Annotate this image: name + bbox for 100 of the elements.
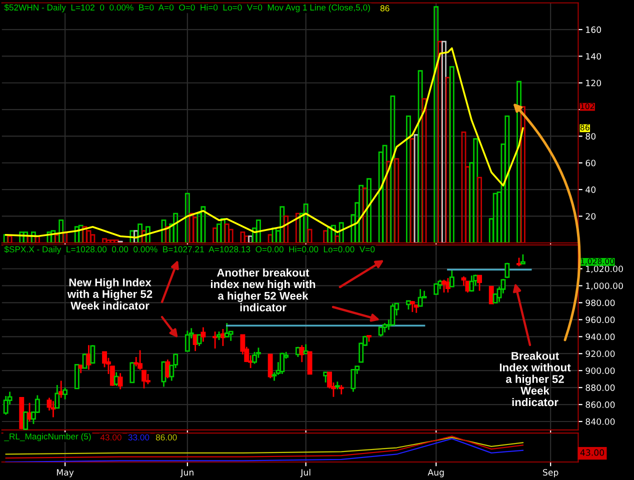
y-tick-label: 80 <box>586 133 596 140</box>
candlestick <box>90 344 96 364</box>
bar <box>212 228 218 243</box>
bar <box>106 240 111 243</box>
candlestick <box>434 282 439 295</box>
candlestick <box>130 361 135 384</box>
bar <box>492 192 498 243</box>
bar <box>307 228 312 243</box>
bar <box>224 224 230 243</box>
candlestick <box>338 384 344 396</box>
bar <box>145 226 150 243</box>
bar <box>256 220 261 243</box>
bar <box>406 116 411 243</box>
candlestick <box>118 372 123 390</box>
bar <box>382 144 388 243</box>
bar <box>303 204 308 243</box>
line-series <box>4 47 524 238</box>
y-tick-label: 1,020.00 <box>586 266 623 274</box>
bar <box>3 234 8 243</box>
bar <box>74 226 80 243</box>
bar <box>138 224 143 243</box>
bar <box>338 222 344 243</box>
bar <box>244 236 250 243</box>
x-tick-label: Jul <box>300 468 310 478</box>
bar <box>334 236 340 243</box>
bar <box>240 232 246 243</box>
annotation: Breakout Index without a higher 52 Week indicator <box>500 352 571 406</box>
bar <box>268 234 273 243</box>
bar <box>86 230 92 243</box>
bar <box>366 178 372 243</box>
y-tick-label: 940.00 <box>586 334 615 340</box>
candlestick <box>477 274 482 292</box>
y-tick-label: 20 <box>586 213 596 220</box>
candlestick <box>200 326 206 342</box>
bar <box>362 188 368 243</box>
y-tick-label: 840.00 <box>586 418 615 425</box>
bar <box>280 206 285 243</box>
candlestick <box>50 400 56 418</box>
bar <box>184 192 190 243</box>
bar <box>23 232 28 243</box>
bar <box>418 70 423 243</box>
bar <box>54 234 60 243</box>
bar <box>295 212 300 243</box>
candlestick <box>212 330 218 350</box>
y-tick-label: 120 <box>586 80 602 86</box>
bar <box>102 238 108 243</box>
x-tick-label: Aug <box>428 469 444 478</box>
chart-title: $SPX.X - Daily L=1028.00 0.00 0.00% B=1027.21 A=1028.13 O=0.00 Hi=0.00 Lo=0.00 V=0 <box>4 246 375 254</box>
annotation: Another breakout index new high with a higher 52 Week indicator <box>211 268 316 312</box>
series-label: 86.00 <box>156 434 177 440</box>
bar <box>173 212 178 243</box>
bar <box>78 224 84 243</box>
bar <box>19 232 24 243</box>
bar <box>445 76 450 243</box>
chart-title: $52WHN - Daily L=102 0 0.00% B=0 A=0 O=0 Hi=0 Lo=0 V=0 Mov Avg 1 Line (Close,5,0) <box>4 4 370 12</box>
candlestick <box>378 326 384 338</box>
annotation: 86 <box>380 5 390 12</box>
candlestick <box>54 384 60 409</box>
candlestick <box>299 344 304 363</box>
bar <box>110 240 115 243</box>
candlestick <box>224 322 230 338</box>
bar <box>114 240 119 243</box>
y-tick-label: 920.00 <box>586 350 615 358</box>
bar <box>327 226 332 243</box>
bar <box>134 230 139 243</box>
y-tick-label: 40 <box>586 186 596 193</box>
bar <box>323 230 328 243</box>
x-tick-label: May <box>57 469 74 478</box>
bar <box>331 224 336 243</box>
candlestick <box>82 352 88 369</box>
candlestick <box>445 277 450 294</box>
bar <box>414 134 419 243</box>
bar <box>31 232 36 243</box>
bar <box>358 184 364 243</box>
candlestick <box>252 351 257 364</box>
bar <box>473 138 478 243</box>
candlestick <box>449 270 454 288</box>
bar <box>438 40 443 243</box>
bar <box>7 236 12 243</box>
y-tick-label: 900.00 <box>586 367 615 374</box>
bar <box>449 66 454 243</box>
y-tick-label: 1,000.00 <box>586 282 623 290</box>
candlestick <box>58 380 64 398</box>
bar <box>220 218 226 243</box>
y-tick-label: 160 <box>586 26 602 33</box>
candlestick <box>469 274 474 292</box>
bar <box>27 236 32 243</box>
candlestick <box>268 354 273 379</box>
x-tick-label: Sep <box>543 469 558 478</box>
bar <box>188 212 194 243</box>
candlestick <box>280 352 285 375</box>
bar <box>422 98 427 243</box>
text: 43.00 <box>580 449 604 456</box>
y-tick-label: 860.00 <box>586 401 615 408</box>
bar <box>434 6 439 243</box>
candlestick <box>418 288 423 307</box>
candlestick <box>323 372 328 384</box>
bar <box>34 236 40 243</box>
candlestick <box>307 351 312 375</box>
candlestick <box>390 302 396 326</box>
